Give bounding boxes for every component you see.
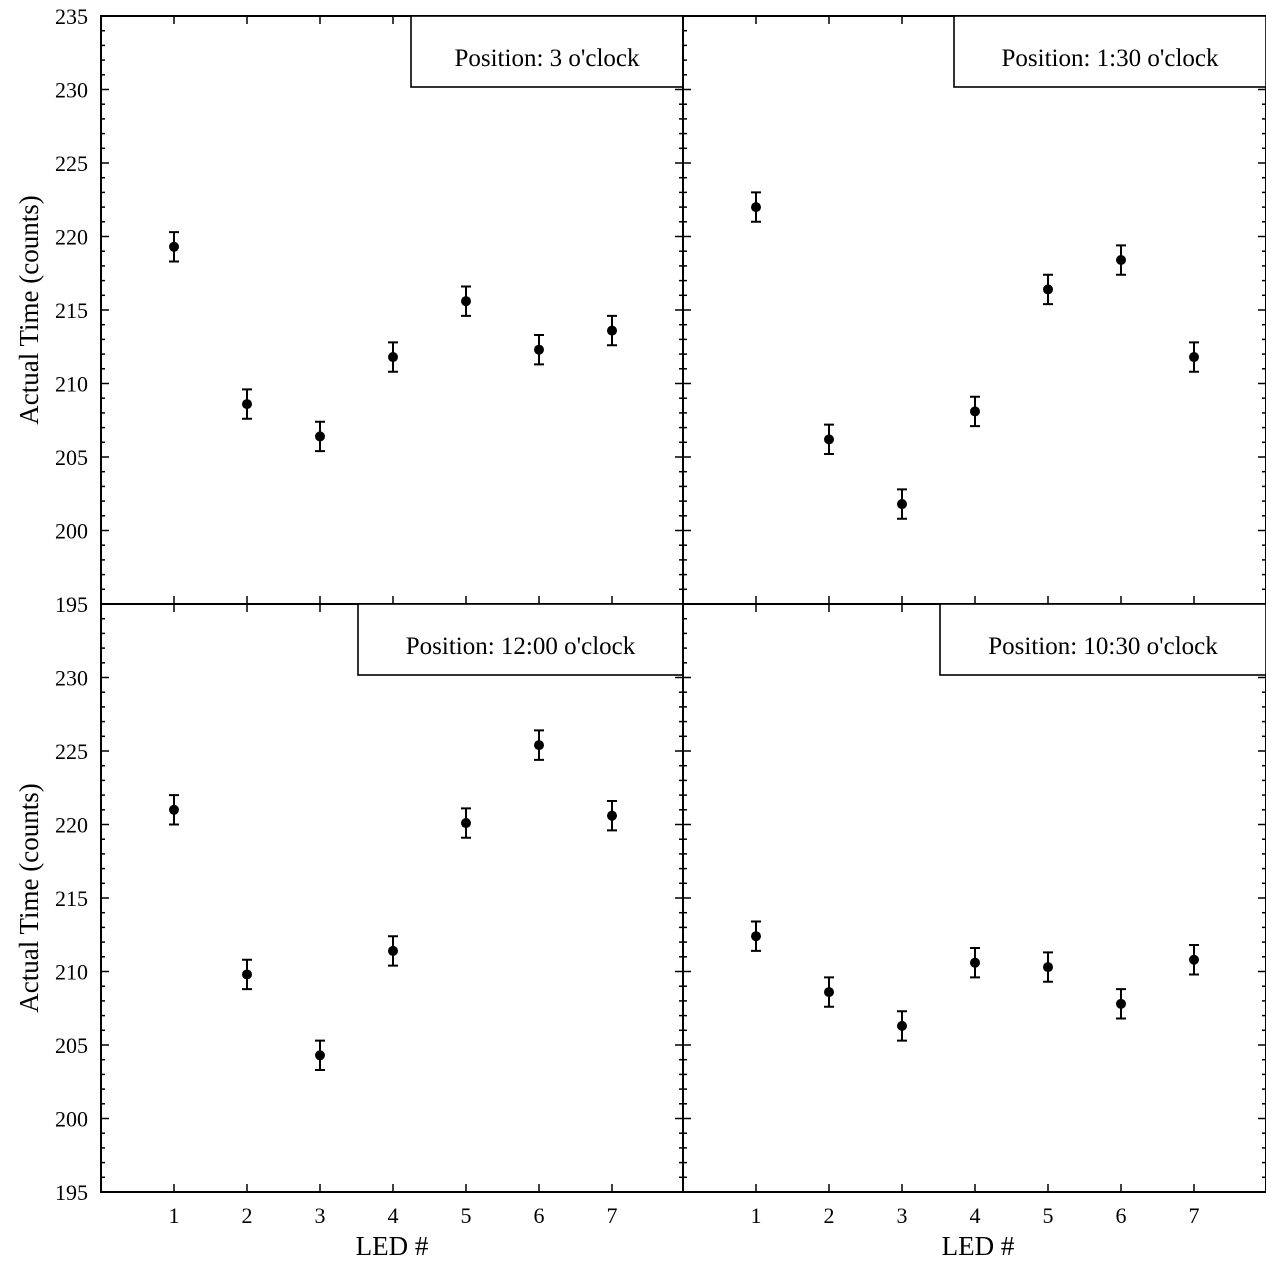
data-point [169, 804, 179, 815]
data-point [970, 406, 980, 417]
data-point [461, 296, 471, 307]
data-point [1189, 954, 1199, 965]
y-tick-label: 235 [55, 4, 88, 29]
y-tick-label: 210 [55, 372, 88, 397]
x-tick-label: 3 [897, 1203, 908, 1228]
y-tick-label: 230 [55, 78, 88, 103]
data-point [1043, 962, 1053, 973]
y-tick-label: 230 [55, 666, 88, 691]
position-label: Position: 1:30 o'clock [1001, 45, 1219, 72]
y-tick-label: 220 [55, 225, 88, 250]
x-tick-label: 1 [169, 1203, 180, 1228]
data-point [607, 810, 617, 821]
y-tick-label: 195 [55, 1180, 88, 1205]
position-label: Position: 10:30 o'clock [988, 633, 1218, 660]
y-tick-label: 205 [55, 445, 88, 470]
data-point [897, 499, 907, 510]
data-point [534, 344, 544, 355]
data-point [169, 241, 179, 252]
x-tick-label: 2 [242, 1203, 253, 1228]
y-tick-label: 225 [55, 151, 88, 176]
y-tick-label: 220 [55, 813, 88, 838]
data-point [388, 945, 398, 956]
data-point [461, 818, 471, 829]
y-tick-label: 210 [55, 960, 88, 985]
data-point [897, 1020, 907, 1031]
x-tick-label: 6 [1116, 1203, 1127, 1228]
x-tick-label: 7 [607, 1203, 618, 1228]
y-tick-label: 195 [55, 592, 88, 617]
y-tick-label: 200 [55, 519, 88, 544]
x-tick-label: 6 [534, 1203, 545, 1228]
y-tick-label: 205 [55, 1033, 88, 1058]
data-point [751, 931, 761, 942]
position-label-box [939, 603, 1266, 676]
y-axis-title: Actual Time (counts) [14, 195, 44, 425]
position-label-box [953, 15, 1266, 88]
x-axis-title: LED # [356, 1231, 429, 1261]
x-tick-label: 4 [970, 1203, 981, 1228]
data-point [242, 969, 252, 980]
x-tick-label: 2 [824, 1203, 835, 1228]
x-tick-label: 4 [388, 1203, 399, 1228]
plot-frame [682, 15, 1266, 605]
data-point [1189, 352, 1199, 363]
y-tick-label: 215 [55, 886, 88, 911]
data-point [607, 325, 617, 336]
data-point [824, 987, 834, 998]
position-label-box [357, 603, 684, 676]
data-point [1116, 255, 1126, 266]
x-tick-label: 5 [461, 1203, 472, 1228]
data-point [751, 202, 761, 213]
data-point [534, 740, 544, 751]
data-point [242, 399, 252, 410]
y-tick-label: 200 [55, 1107, 88, 1132]
y-tick-label: 215 [55, 298, 88, 323]
position-label: Position: 12:00 o'clock [406, 633, 636, 660]
data-point [970, 957, 980, 968]
x-tick-label: 1 [751, 1203, 762, 1228]
position-label: Position: 3 o'clock [454, 45, 640, 72]
x-tick-label: 5 [1043, 1203, 1054, 1228]
data-point [315, 1050, 325, 1061]
data-point [1116, 998, 1126, 1009]
x-tick-label: 3 [315, 1203, 326, 1228]
plot-frame [100, 15, 684, 605]
data-point [824, 434, 834, 445]
data-point [315, 431, 325, 442]
x-axis-title: LED # [942, 1231, 1015, 1261]
x-tick-label: 7 [1189, 1203, 1200, 1228]
y-tick-label: 225 [55, 739, 88, 764]
position-label-box [410, 15, 684, 88]
plot-frame [100, 603, 684, 1193]
plot-frame [682, 603, 1266, 1193]
data-point [388, 352, 398, 363]
data-point [1043, 284, 1053, 295]
y-axis-title: Actual Time (counts) [14, 783, 44, 1013]
